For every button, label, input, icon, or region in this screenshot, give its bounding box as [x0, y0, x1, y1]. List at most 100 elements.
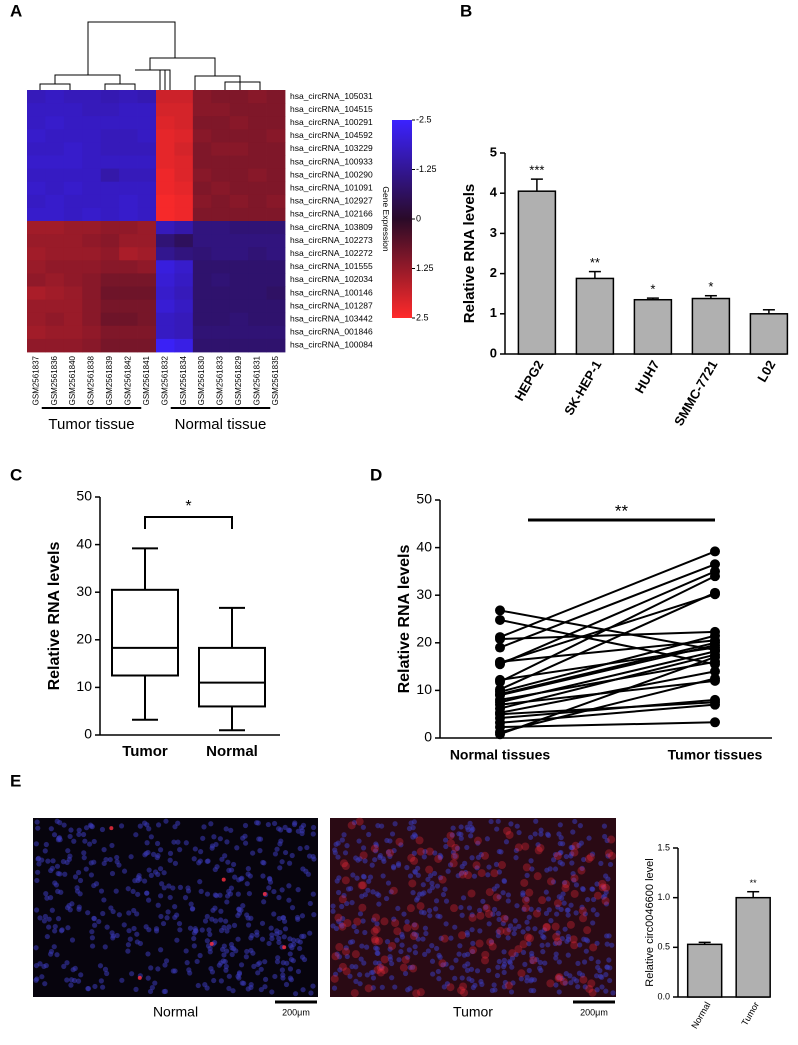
nucleus	[65, 848, 71, 854]
nucleus	[354, 928, 360, 935]
red-signal	[351, 950, 360, 959]
nucleus	[33, 907, 40, 913]
nucleus	[607, 977, 613, 984]
row-label: hsa_circRNA_101555	[290, 261, 373, 271]
heatmap-cell	[119, 207, 138, 222]
nucleus	[261, 899, 267, 905]
nucleus	[353, 964, 359, 970]
nucleus	[533, 818, 539, 824]
nucleus	[545, 831, 551, 837]
nucleus	[484, 836, 490, 842]
nucleus	[488, 818, 494, 825]
heatmap-cell	[266, 142, 286, 156]
nucleus	[145, 951, 151, 957]
nucleus	[532, 831, 538, 837]
heatmap-cell	[174, 168, 194, 183]
pair-line	[499, 550, 716, 639]
heatmap-cell	[174, 116, 194, 130]
heatmap-cell	[174, 142, 194, 156]
nucleus	[224, 948, 230, 954]
nucleus	[213, 841, 219, 848]
nucleus	[389, 975, 395, 981]
nucleus	[198, 888, 204, 894]
heatmap-cell	[137, 129, 157, 143]
nucleus	[54, 863, 61, 869]
heatmap-cell	[156, 338, 175, 353]
red-signal	[425, 847, 434, 856]
nucleus	[295, 916, 301, 922]
nucleus	[449, 965, 455, 971]
colorbar-tick-label: -1.25	[416, 164, 437, 174]
nucleus	[344, 843, 350, 849]
nucleus	[64, 905, 71, 911]
nucleus	[219, 856, 225, 862]
nucleus	[131, 907, 137, 914]
nucleus	[101, 847, 107, 853]
point	[495, 729, 505, 740]
nucleus	[68, 982, 74, 988]
nucleus	[236, 975, 242, 981]
heatmap-cell	[45, 325, 65, 340]
heatmap-cell	[82, 90, 102, 104]
heatmap-cell	[266, 103, 286, 117]
nucleus	[354, 875, 360, 881]
heatmap-cell	[63, 234, 83, 248]
nucleus	[161, 988, 167, 995]
nucleus	[280, 975, 286, 981]
nucleus	[269, 989, 275, 995]
heatmap-cell	[27, 273, 46, 287]
nucleus	[268, 925, 274, 931]
nucleus	[137, 823, 143, 829]
heatmap-cell	[63, 155, 83, 169]
heatmap-cell	[156, 247, 175, 261]
red-signal	[583, 926, 592, 935]
red-signal	[570, 848, 579, 857]
red-signal	[551, 922, 560, 931]
nucleus	[560, 891, 566, 897]
nucleus	[279, 859, 285, 865]
nucleus	[235, 912, 241, 919]
nucleus	[496, 869, 503, 875]
nucleus	[603, 971, 609, 978]
heatmap-cell	[248, 338, 267, 353]
nucleus	[167, 857, 173, 863]
heatmap-cell	[248, 312, 267, 327]
heatmap-cell	[174, 312, 194, 327]
heatmap-cell	[27, 260, 46, 274]
red-signal	[401, 955, 410, 964]
nucleus	[594, 987, 600, 993]
heatmap-cell	[248, 299, 267, 314]
nucleus	[307, 900, 313, 907]
red-signal	[221, 877, 226, 882]
heatmap-cell	[156, 116, 175, 130]
nucleus	[495, 933, 502, 939]
heatmap-cell	[229, 129, 249, 143]
heatmap-cell	[211, 234, 231, 248]
nucleus	[501, 877, 507, 884]
nucleus	[255, 970, 261, 976]
nucleus	[239, 980, 245, 986]
red-signal	[584, 854, 593, 863]
heatmap-cell	[229, 247, 249, 261]
heatmap-cell	[27, 142, 46, 156]
nucleus	[202, 918, 209, 924]
nucleus	[55, 916, 62, 922]
red-signal	[341, 862, 350, 871]
nucleus	[561, 880, 568, 886]
nucleus	[220, 958, 226, 964]
heatmap-cell	[192, 103, 212, 117]
nucleus	[280, 915, 286, 921]
nucleus	[601, 823, 608, 829]
nucleus	[81, 855, 87, 861]
heatmap-cell	[248, 260, 267, 274]
nucleus	[449, 832, 455, 838]
nucleus	[191, 935, 197, 942]
red-signal	[578, 906, 587, 915]
nucleus	[185, 888, 192, 894]
red-signal	[593, 891, 602, 900]
nucleus	[146, 897, 152, 903]
heatmap-cell	[27, 207, 46, 222]
nucleus	[282, 926, 289, 932]
heatmap-cell	[156, 207, 175, 222]
nucleus	[208, 966, 214, 972]
